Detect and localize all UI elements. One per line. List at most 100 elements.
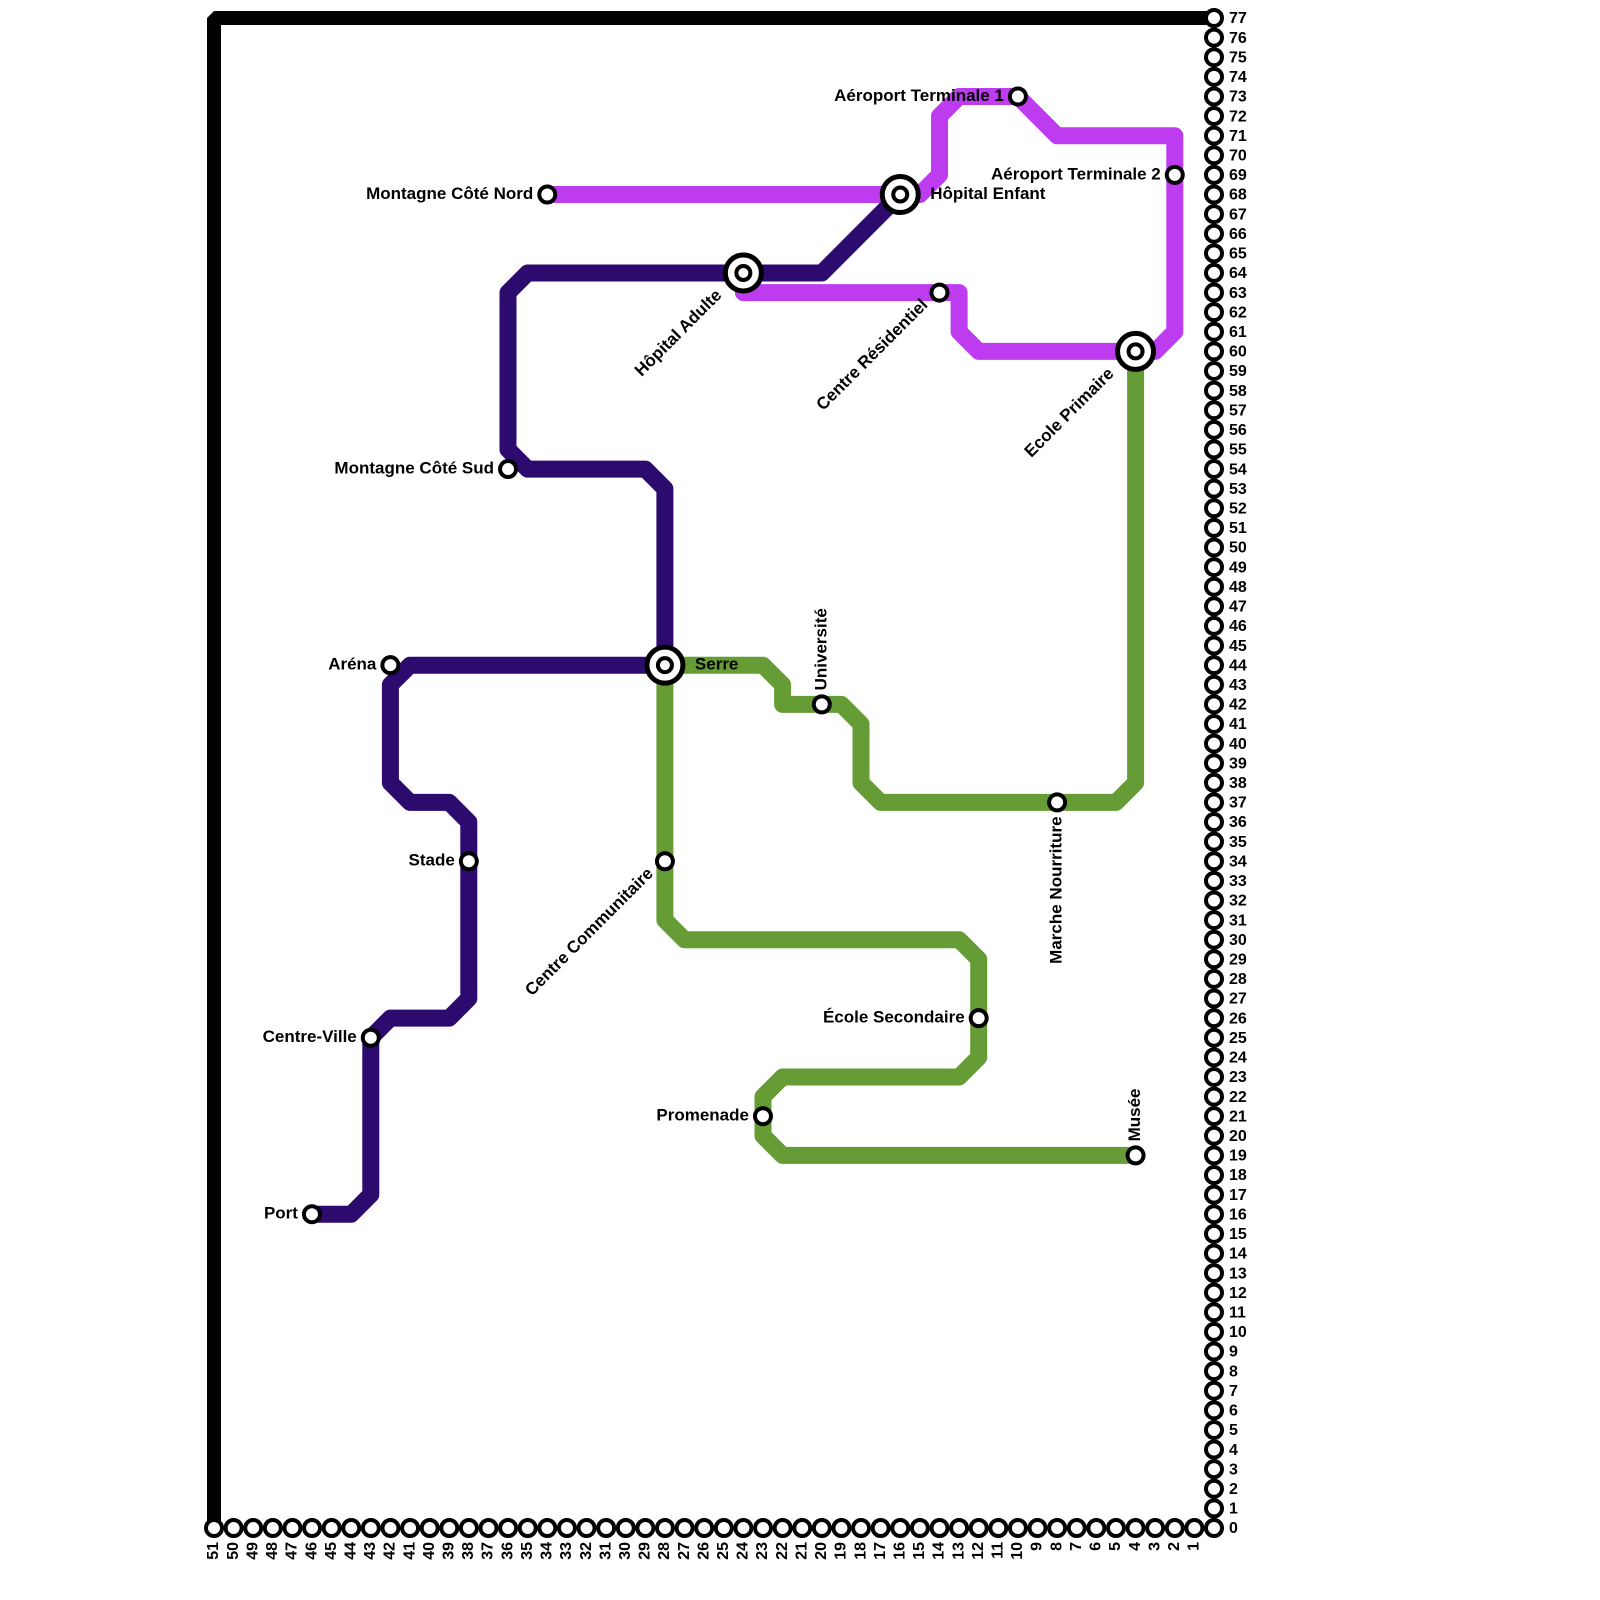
axis-dot <box>419 1518 440 1538</box>
station-label: Stade <box>409 851 455 870</box>
axis-label: 32 <box>1229 893 1247 910</box>
axis-label: 13 <box>950 1542 967 1560</box>
axis-label: 1 <box>1229 1501 1238 1518</box>
axis-dot <box>1066 1518 1087 1538</box>
axis-dot <box>458 1518 479 1538</box>
axis-label: 36 <box>499 1542 516 1560</box>
axis-dot <box>1086 1518 1107 1538</box>
axis-label: 42 <box>382 1542 399 1560</box>
axis-label: 73 <box>1229 89 1247 106</box>
axis-dot <box>1204 380 1224 401</box>
axis-label: 27 <box>1229 991 1247 1008</box>
station-label: Promenade <box>656 1106 749 1125</box>
axis-dot <box>929 1518 950 1538</box>
axis-dot <box>1204 204 1224 225</box>
axis-dot <box>380 1518 401 1538</box>
axis-label: 7 <box>1068 1542 1085 1551</box>
axis-label: 43 <box>1229 677 1247 694</box>
axis-label: 4 <box>1229 1442 1238 1459</box>
station <box>537 184 558 205</box>
axis-label: 34 <box>1229 853 1247 870</box>
station <box>301 1204 322 1225</box>
axis-dot <box>1204 1165 1224 1186</box>
axis-dot <box>1204 968 1224 989</box>
axis-dot <box>1204 184 1224 205</box>
axis-dot <box>635 1518 656 1538</box>
axis-label: 30 <box>617 1542 634 1560</box>
station-label: École Secondaire <box>823 1008 965 1027</box>
axis-dot <box>1204 1518 1224 1538</box>
axis-label: 77 <box>1229 10 1247 27</box>
axis-dot <box>909 1518 930 1538</box>
station-label: Aréna <box>328 655 377 674</box>
axis-label: 22 <box>774 1542 791 1560</box>
axis-label: 46 <box>303 1542 320 1560</box>
axis-dot <box>243 1518 264 1538</box>
axis-label: 24 <box>735 1542 752 1560</box>
axis-label: 50 <box>225 1542 242 1560</box>
axis-label: 37 <box>480 1542 497 1560</box>
axis-dot <box>772 1518 793 1538</box>
axis-label: 45 <box>1229 638 1247 655</box>
axis-label: 16 <box>891 1542 908 1560</box>
station <box>380 655 401 676</box>
axis-dot <box>1204 1184 1224 1205</box>
axis-label: 33 <box>558 1542 575 1560</box>
station-label: Université <box>811 608 830 690</box>
axis-dot <box>1204 8 1224 28</box>
axis-dot <box>1204 713 1224 734</box>
axis-label: 5 <box>1107 1542 1124 1551</box>
axis-dot <box>1204 1321 1224 1342</box>
axis-label: 68 <box>1229 187 1247 204</box>
axis-dot <box>1204 596 1224 617</box>
magenta-line <box>538 88 1184 360</box>
axis-dot <box>1204 400 1224 421</box>
axis-label: 43 <box>362 1542 379 1560</box>
axis-dot <box>1204 223 1224 244</box>
axis-label: 11 <box>990 1542 1007 1559</box>
axis-label: 9 <box>1229 1344 1238 1361</box>
axis-label: 2 <box>1229 1481 1238 1498</box>
axis-label: 27 <box>676 1542 693 1560</box>
axis-dot <box>733 1518 754 1538</box>
green-line <box>656 342 1145 1164</box>
axis-dot <box>1204 1419 1224 1440</box>
axis-label: 54 <box>1229 461 1247 478</box>
axis-label: 48 <box>1229 579 1247 596</box>
axis-dot <box>1204 1145 1224 1166</box>
axis-label: 0 <box>1229 1520 1238 1537</box>
axis-label: 30 <box>1229 932 1247 949</box>
station-label: Montagne Côté Nord <box>366 184 533 203</box>
axis-dot <box>1204 106 1224 127</box>
axis-dot <box>1204 1066 1224 1087</box>
axis-dot <box>1204 576 1224 597</box>
station <box>654 851 675 872</box>
axis-label: 15 <box>1229 1226 1247 1243</box>
axis-label: 22 <box>1229 1089 1247 1106</box>
axis-label: 28 <box>656 1542 673 1560</box>
axis-dot <box>1204 498 1224 519</box>
axis-label: 52 <box>1229 500 1247 517</box>
axis-label: 31 <box>1229 912 1247 929</box>
axis-dot <box>1204 1223 1224 1244</box>
axis-label: 2 <box>1166 1542 1183 1551</box>
axis-dot <box>674 1518 695 1538</box>
axis-dot <box>478 1518 499 1538</box>
axis-label: 29 <box>637 1542 654 1560</box>
axis-label: 76 <box>1229 30 1247 47</box>
axis-label: 35 <box>519 1542 536 1560</box>
axis-dot <box>596 1518 617 1538</box>
station-label: Port <box>264 1204 298 1223</box>
axis-dot <box>1204 66 1224 87</box>
station <box>929 282 950 303</box>
axis-dot <box>1105 1518 1126 1538</box>
axis-dot <box>1204 1478 1224 1499</box>
axis-dot <box>1204 753 1224 774</box>
axis-dot <box>1204 243 1224 264</box>
axis-dot <box>1204 478 1224 499</box>
axis-dot <box>1204 655 1224 676</box>
axis-label: 55 <box>1229 442 1247 459</box>
axis-label: 75 <box>1229 49 1247 66</box>
axis-dot <box>1204 988 1224 1009</box>
axis-label: 3 <box>1146 1542 1163 1551</box>
